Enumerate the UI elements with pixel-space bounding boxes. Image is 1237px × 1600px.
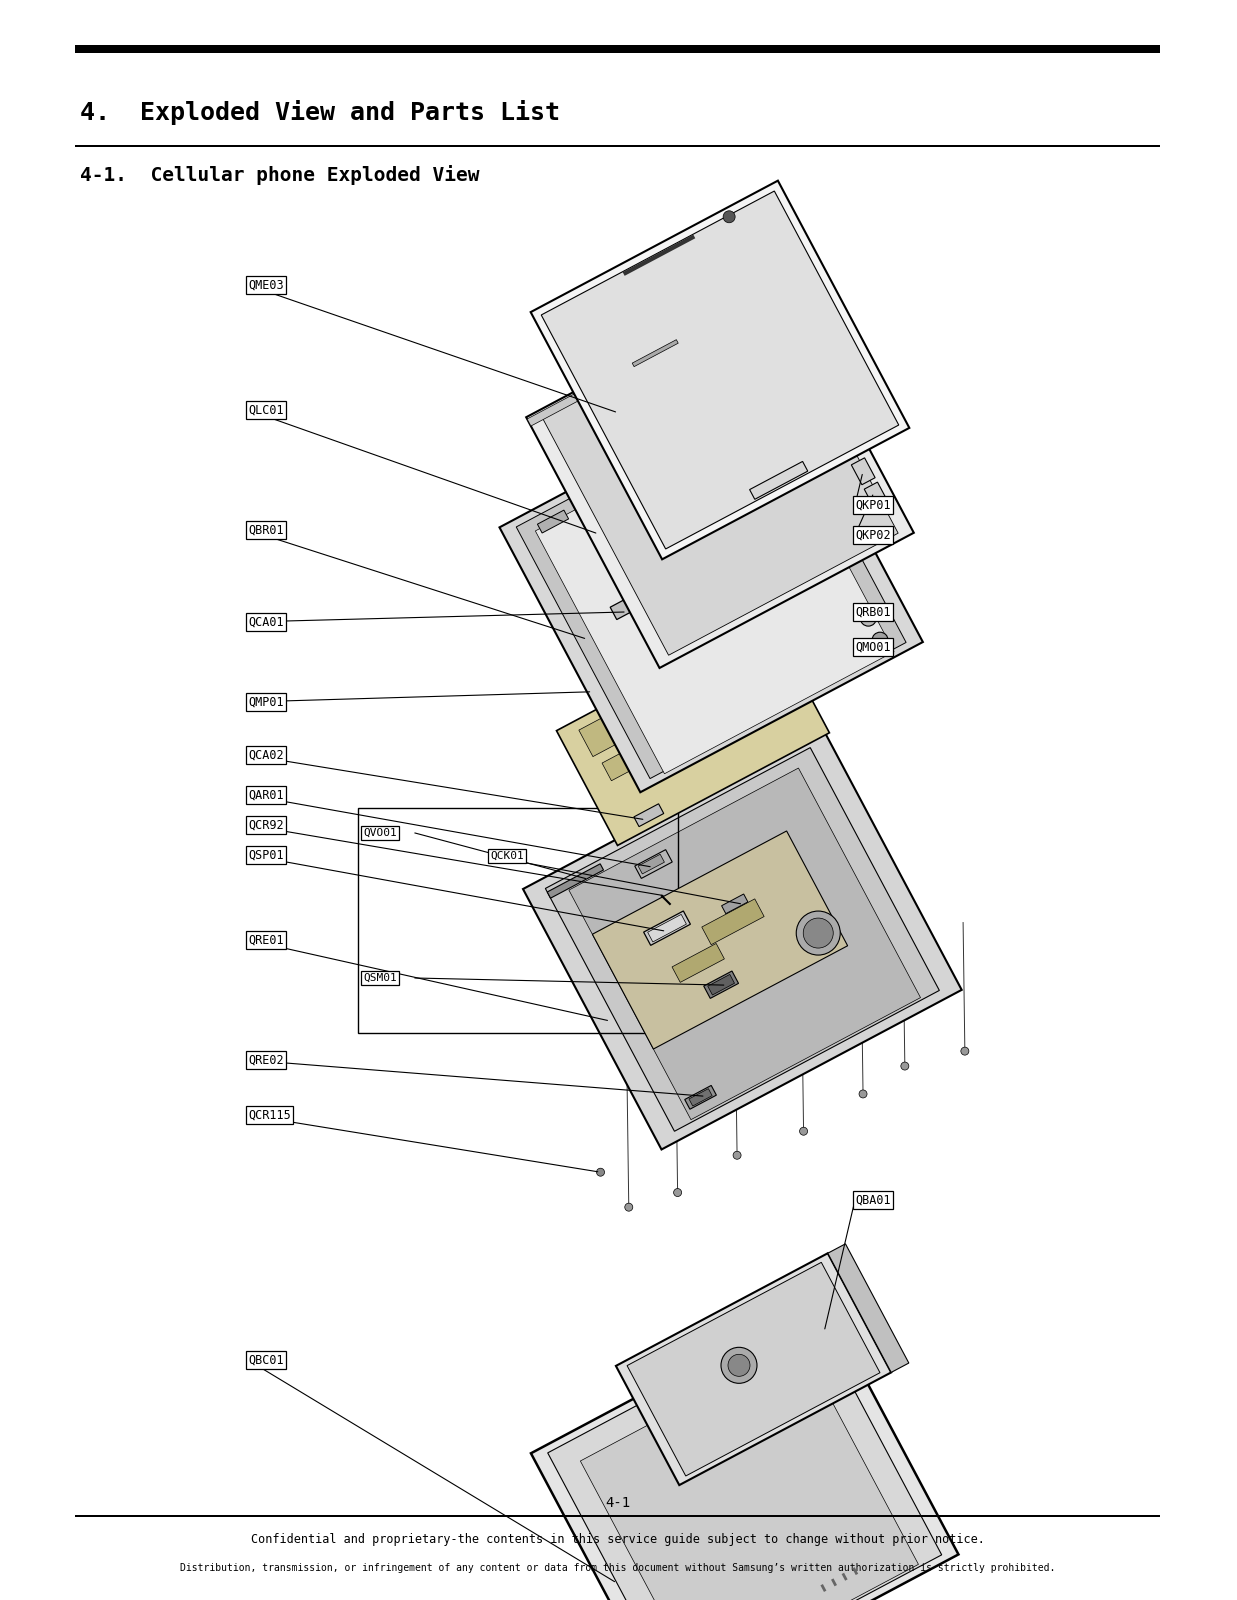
Text: QSP01: QSP01 (247, 848, 283, 861)
Polygon shape (635, 850, 672, 878)
Text: QRE01: QRE01 (247, 933, 283, 947)
Polygon shape (851, 458, 875, 485)
Polygon shape (685, 1085, 716, 1109)
Polygon shape (672, 944, 725, 982)
Text: 4-1: 4-1 (605, 1496, 631, 1510)
Polygon shape (542, 190, 899, 549)
Polygon shape (536, 410, 894, 774)
Polygon shape (632, 339, 678, 366)
Text: QVO01: QVO01 (362, 829, 397, 838)
Polygon shape (537, 510, 569, 533)
Polygon shape (579, 658, 616, 702)
Text: QBC01: QBC01 (247, 1354, 283, 1366)
Polygon shape (750, 461, 808, 499)
Polygon shape (548, 1312, 941, 1600)
Text: QCA02: QCA02 (247, 749, 283, 762)
Polygon shape (638, 854, 664, 874)
Text: QAR01: QAR01 (247, 789, 283, 802)
Text: QKP02: QKP02 (855, 528, 891, 541)
Text: 4.  Exploded View and Parts List: 4. Exploded View and Parts List (80, 99, 560, 125)
Text: 4-1.  Cellular phone Exploded View: 4-1. Cellular phone Exploded View (80, 165, 480, 186)
Circle shape (858, 1090, 867, 1098)
Polygon shape (546, 747, 939, 1131)
Polygon shape (557, 618, 830, 845)
Polygon shape (708, 974, 735, 995)
Text: QCR115: QCR115 (247, 1109, 291, 1122)
Circle shape (721, 1347, 757, 1384)
Polygon shape (704, 971, 738, 998)
Polygon shape (516, 390, 905, 779)
Circle shape (596, 1168, 605, 1176)
Polygon shape (627, 1262, 880, 1475)
Bar (357, 808, 678, 1034)
Polygon shape (602, 730, 673, 781)
Circle shape (734, 1152, 741, 1160)
Polygon shape (689, 1088, 713, 1106)
Polygon shape (569, 768, 920, 1120)
Text: QBA01: QBA01 (855, 1194, 891, 1206)
Circle shape (724, 211, 735, 222)
Polygon shape (527, 283, 785, 426)
Polygon shape (531, 1298, 959, 1600)
Text: QLC01: QLC01 (247, 403, 283, 416)
Text: QME03: QME03 (247, 278, 283, 291)
Text: QCK01: QCK01 (490, 851, 523, 861)
Text: QKP01: QKP01 (855, 499, 891, 512)
Polygon shape (721, 894, 748, 914)
Polygon shape (531, 181, 909, 560)
Polygon shape (648, 914, 687, 942)
Polygon shape (673, 666, 737, 717)
Circle shape (901, 1062, 909, 1070)
Bar (75, 45, 1160, 53)
Circle shape (803, 918, 834, 949)
Polygon shape (579, 693, 663, 757)
Text: QBR01: QBR01 (247, 523, 283, 536)
Text: QMP01: QMP01 (247, 696, 283, 709)
Polygon shape (542, 294, 898, 656)
Text: QMO01: QMO01 (855, 640, 891, 653)
Polygon shape (593, 830, 847, 1050)
Text: QSM01: QSM01 (362, 973, 397, 982)
Circle shape (729, 1354, 750, 1376)
Circle shape (961, 1046, 969, 1054)
Polygon shape (547, 864, 604, 898)
Polygon shape (865, 482, 886, 504)
Text: QCR92: QCR92 (247, 819, 283, 832)
Circle shape (674, 1189, 682, 1197)
Polygon shape (643, 910, 690, 946)
Text: QRE02: QRE02 (247, 1053, 283, 1067)
Text: Distribution, transmission, or infringement of any content or data from this doc: Distribution, transmission, or infringem… (181, 1563, 1055, 1573)
Text: QCA01: QCA01 (247, 616, 283, 629)
Polygon shape (610, 590, 648, 619)
Polygon shape (580, 1344, 918, 1600)
Bar (75, 146, 1160, 147)
Polygon shape (616, 1253, 891, 1485)
Circle shape (872, 632, 888, 648)
Text: QRB01: QRB01 (855, 605, 891, 619)
Circle shape (860, 610, 876, 626)
Circle shape (799, 1128, 808, 1136)
Text: Confidential and proprietary-the contents in this service guide subject to chang: Confidential and proprietary-the content… (251, 1533, 985, 1547)
Polygon shape (701, 899, 764, 944)
Polygon shape (526, 282, 914, 667)
Circle shape (797, 910, 840, 955)
Circle shape (668, 456, 678, 466)
Polygon shape (828, 1243, 909, 1373)
Circle shape (625, 1203, 633, 1211)
Polygon shape (633, 803, 664, 827)
Polygon shape (500, 378, 923, 792)
Polygon shape (523, 730, 961, 1149)
